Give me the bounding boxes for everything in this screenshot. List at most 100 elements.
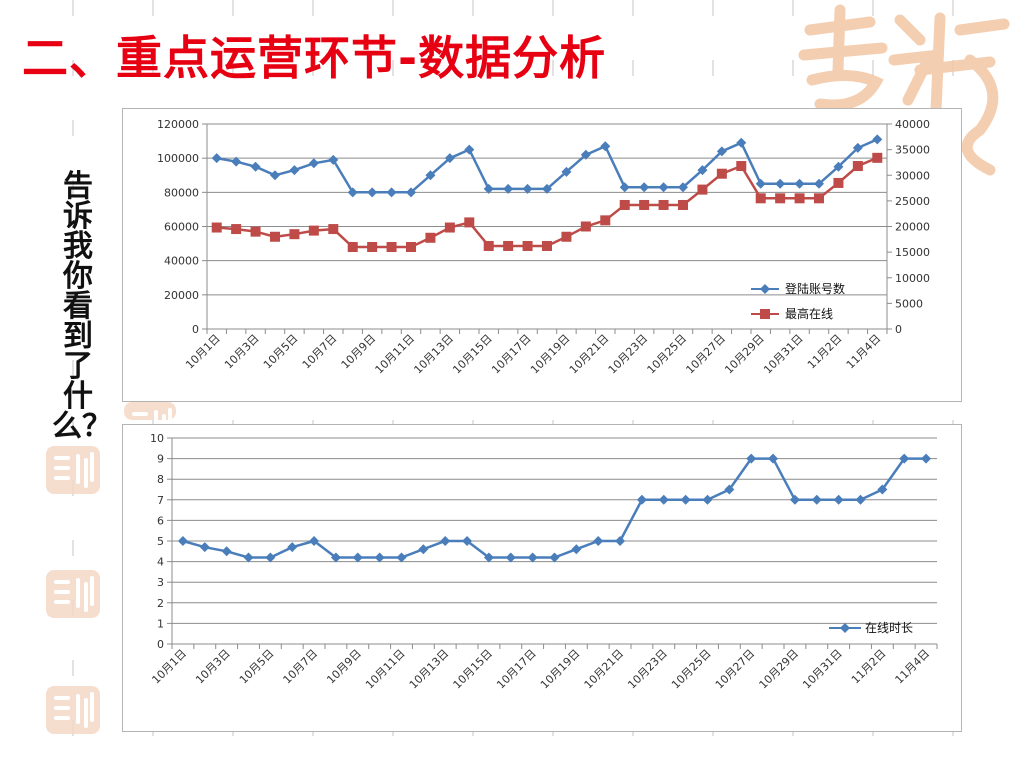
data-point-diamond	[833, 494, 844, 505]
x-tick-label: 10月5日	[237, 647, 277, 687]
data-point-diamond	[177, 536, 188, 546]
series-line-0	[182, 457, 927, 559]
x-tick-label: 10月27日	[683, 332, 728, 377]
chart-logins-peak-online-svg: 0 20000 40000 60000 80000 100000 120000 0 5000 1…	[157, 118, 930, 377]
x-tick-label: 10月21日	[582, 647, 627, 692]
data-point-diamond	[639, 182, 650, 193]
y-left-tick-label: 6	[157, 514, 164, 527]
data-point-square	[872, 152, 883, 163]
data-point-diamond	[855, 494, 866, 505]
x-tick-label: 10月11日	[363, 647, 408, 692]
y-left-tick-label: 40000	[164, 255, 199, 268]
data-point-diamond	[199, 542, 210, 553]
x-tick-label: 10月19日	[538, 647, 583, 692]
y-left-tick-label: 80000	[164, 186, 199, 199]
x-tick-label: 10月13日	[407, 647, 452, 692]
data-point-square	[425, 232, 436, 243]
data-point-diamond	[680, 494, 691, 505]
data-point-diamond	[418, 544, 429, 555]
y-right-tick-label: 15000	[895, 246, 930, 259]
series-layer	[177, 453, 932, 563]
x-tick-label: 10月3日	[222, 332, 262, 372]
data-point-diamond	[328, 154, 339, 165]
data-point-square	[814, 193, 824, 204]
data-point-diamond	[347, 187, 358, 198]
y-left-tick-label: 8	[157, 473, 164, 486]
x-tick-label: 10月25日	[669, 647, 714, 692]
data-point-diamond	[289, 165, 300, 176]
data-point-square	[852, 161, 863, 172]
legend-marker-square	[760, 309, 770, 319]
data-point-diamond	[755, 178, 766, 189]
data-point-diamond	[483, 183, 494, 194]
data-point-diamond	[367, 187, 378, 198]
grid-lines	[172, 437, 937, 624]
x-tick-label: 10月7日	[281, 647, 321, 687]
grid-lines	[207, 123, 887, 296]
y-left-tick-label: 4	[157, 556, 164, 569]
data-point-diamond	[425, 170, 436, 181]
data-point-diamond	[549, 552, 560, 563]
y-axis-left-ticks: 0 20000 40000 60000 80000 100000 120000	[157, 118, 199, 336]
data-point-diamond	[768, 453, 779, 464]
y-left-tick-label: 10	[150, 432, 164, 445]
data-point-diamond	[444, 153, 455, 164]
seal-stamp-icon	[124, 402, 176, 420]
data-point-square	[619, 199, 630, 210]
data-point-square	[833, 177, 844, 188]
data-point-square	[386, 242, 397, 252]
legend-entry-logins: 登陆账号数	[785, 281, 845, 296]
data-point-diamond	[636, 494, 647, 505]
data-point-diamond	[716, 146, 727, 157]
x-tick-label: 10月15日	[450, 332, 495, 377]
y-left-tick-label: 120000	[157, 118, 199, 131]
data-point-diamond	[396, 552, 407, 563]
data-point-diamond	[899, 453, 910, 464]
data-point-square	[464, 217, 475, 228]
series-layer	[211, 134, 883, 252]
data-point-diamond	[250, 161, 261, 172]
data-point-diamond	[221, 546, 232, 557]
y-left-tick-label: 0	[157, 638, 164, 651]
data-point-diamond	[736, 137, 747, 148]
data-point-square	[716, 168, 727, 179]
x-tick-label: 10月29日	[722, 332, 767, 377]
data-point-diamond	[678, 182, 688, 193]
legend: 在线时长	[829, 621, 913, 635]
data-point-diamond	[211, 153, 222, 164]
data-point-square	[289, 229, 300, 240]
x-tick-label: 10月31日	[800, 647, 845, 692]
x-tick-label: 10月15日	[451, 647, 496, 692]
x-tick-label: 10月9日	[324, 647, 364, 687]
y-left-tick-label: 1	[157, 617, 164, 630]
seal-stamp-icon	[46, 446, 100, 494]
data-point-diamond	[561, 166, 572, 177]
y-axis-right-ticks: 0 5000 10000 15000 20000 25000 30000 35000 40000	[895, 118, 930, 336]
data-point-diamond	[265, 552, 276, 563]
x-tick-label: 10月23日	[606, 332, 651, 377]
legend-entry-peak-online: 最高在线	[785, 306, 833, 321]
chart-online-duration: 0 1 2 3 4 5 6 7 8 9 10 10月1日 10月3日 10月5日 10月7日 10月9日 10…	[122, 424, 962, 732]
x-tick-label: 11月4日	[844, 332, 884, 372]
y-left-tick-label: 0	[192, 323, 199, 336]
seal-stamp-icon	[46, 570, 100, 618]
x-tick-label: 10月27日	[713, 647, 758, 692]
data-point-diamond	[872, 134, 883, 145]
data-point-square	[211, 222, 222, 233]
data-point-diamond	[921, 453, 932, 464]
data-point-diamond	[697, 165, 708, 176]
data-point-diamond	[593, 536, 604, 546]
x-tick-label: 10月21日	[567, 332, 612, 377]
data-point-square	[678, 199, 688, 210]
x-tick-label: 10月13日	[411, 332, 456, 377]
data-point-square	[658, 199, 669, 210]
data-point-square	[308, 225, 319, 236]
x-tick-label: 10月5日	[261, 332, 301, 372]
data-point-diamond	[374, 552, 385, 563]
data-point-diamond	[794, 178, 805, 189]
y-right-tick-label: 40000	[895, 118, 930, 131]
data-point-diamond	[386, 187, 397, 198]
